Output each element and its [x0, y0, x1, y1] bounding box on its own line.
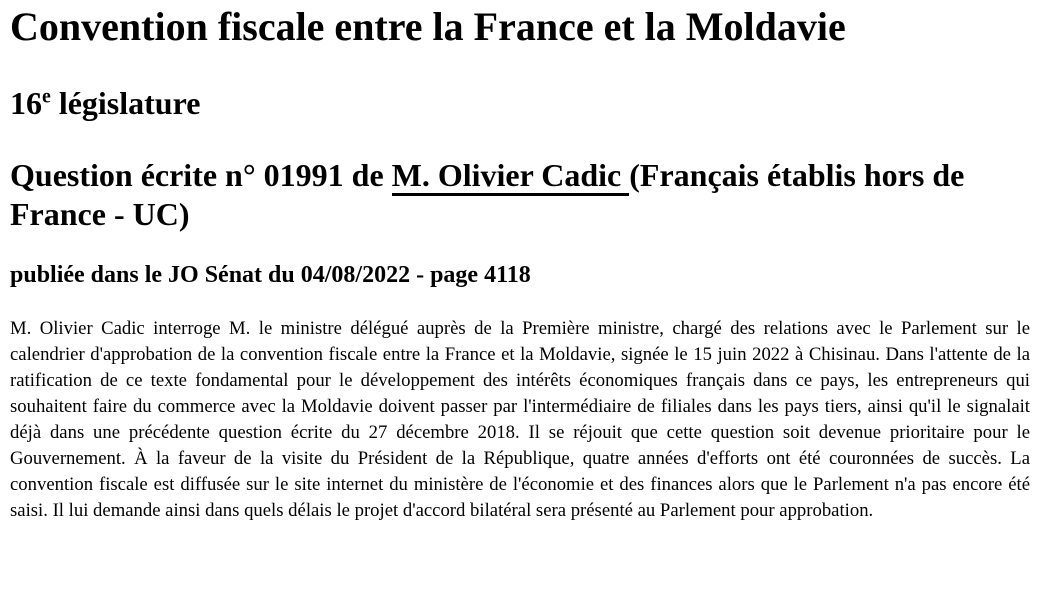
legislature-number: 16	[10, 85, 42, 121]
legislature-ordinal-superscript: e	[42, 85, 51, 108]
publication-line: publiée dans le JO Sénat du 04/08/2022 -…	[10, 262, 531, 289]
question-heading-suffix: (Français établis hors de France - UC)	[10, 157, 965, 232]
page: { "doc": { "title": "Convention fiscale …	[0, 3, 1040, 603]
question-document: Convention fiscale entre la France et la…	[0, 3, 1040, 524]
page-title: Convention fiscale entre la France et la…	[10, 4, 846, 49]
legislature-label: législature	[50, 85, 201, 121]
question-heading: Question écrite n° 01991 de M. Olivier C…	[10, 156, 1030, 233]
senator-link[interactable]: M. Olivier Cadic	[391, 157, 630, 197]
question-heading-prefix: Question écrite n° 01991 de	[10, 157, 392, 194]
question-body: M. Olivier Cadic interroge M. le ministr…	[10, 317, 1030, 521]
legislature-heading: 16e législature	[10, 84, 1030, 122]
